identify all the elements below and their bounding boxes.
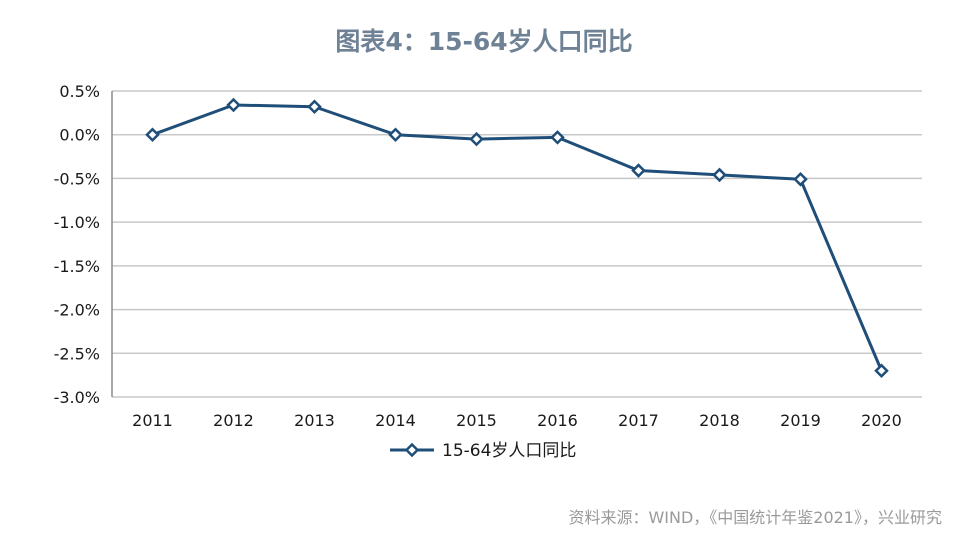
y-tick-label: -1.0% xyxy=(54,213,100,232)
x-tick-label: 2015 xyxy=(456,411,497,430)
legend-marker-icon xyxy=(404,442,420,458)
x-tick-label: 2017 xyxy=(618,411,659,430)
x-tick-label: 2019 xyxy=(780,411,821,430)
data-point-marker xyxy=(712,167,727,183)
x-tick-label: 2012 xyxy=(213,411,254,430)
grid-lines xyxy=(112,90,922,398)
x-tick-labels: 2011 2012 2013 2014 2015 2016 2017 2018 2019 2020 xyxy=(132,411,902,430)
series-line xyxy=(151,103,883,372)
x-tick-label: 2014 xyxy=(375,411,416,430)
legend: 15-64岁人口同比 xyxy=(390,441,576,461)
series-layer xyxy=(145,97,889,379)
y-tick-label: -0.5% xyxy=(54,169,100,188)
chart-title: 图表4：15-64岁人口同比 xyxy=(335,27,633,56)
y-tick-label: -3.0% xyxy=(54,388,100,407)
y-tick-label: 0.0% xyxy=(59,126,100,145)
data-point-marker xyxy=(550,130,565,145)
legend-label: 15-64岁人口同比 xyxy=(442,441,576,461)
data-point-marker xyxy=(145,127,160,142)
data-point-marker xyxy=(874,363,889,379)
x-tick-label: 2013 xyxy=(294,411,335,430)
data-point-marker xyxy=(307,99,322,115)
source-note: 资料来源：WIND，《中国统计年鉴2021》，兴业研究 xyxy=(568,508,942,527)
y-tick-label: -1.5% xyxy=(54,257,100,276)
y-tick-labels: 0.5% 0.0% -0.5% -1.0% -1.5% -2.0% -2.5% -3.0% xyxy=(54,82,100,407)
y-tick-label: -2.0% xyxy=(54,301,100,320)
data-point-marker xyxy=(631,163,646,178)
x-tick-label: 2016 xyxy=(537,411,578,430)
data-point-marker xyxy=(226,97,241,113)
y-tick-label: 0.5% xyxy=(59,82,100,101)
data-point-marker xyxy=(793,172,808,187)
data-point-marker xyxy=(388,127,403,142)
x-tick-label: 2018 xyxy=(699,411,740,430)
x-tick-label: 2011 xyxy=(132,411,173,430)
y-tick-label: -2.5% xyxy=(54,344,100,363)
data-point-marker xyxy=(469,131,484,147)
x-tick-label: 2020 xyxy=(861,411,902,430)
